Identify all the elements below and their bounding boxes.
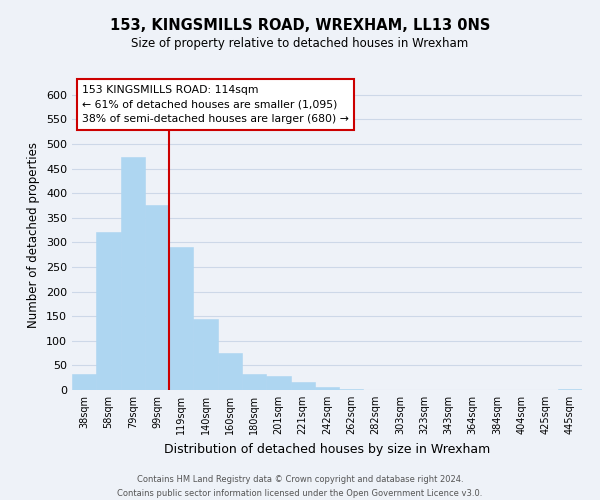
Text: Size of property relative to detached houses in Wrexham: Size of property relative to detached ho… bbox=[131, 38, 469, 51]
Bar bbox=[145, 206, 169, 390]
Text: 153, KINGSMILLS ROAD, WREXHAM, LL13 0NS: 153, KINGSMILLS ROAD, WREXHAM, LL13 0NS bbox=[110, 18, 490, 32]
Bar bbox=[290, 382, 315, 390]
Bar bbox=[169, 247, 193, 390]
Bar bbox=[218, 353, 242, 390]
Bar bbox=[193, 319, 218, 390]
Bar bbox=[242, 374, 266, 390]
Bar bbox=[96, 232, 121, 390]
Text: 153 KINGSMILLS ROAD: 114sqm
← 61% of detached houses are smaller (1,095)
38% of : 153 KINGSMILLS ROAD: 114sqm ← 61% of det… bbox=[82, 84, 349, 124]
Bar bbox=[121, 157, 145, 390]
Bar bbox=[72, 374, 96, 390]
Text: Contains HM Land Registry data © Crown copyright and database right 2024.
Contai: Contains HM Land Registry data © Crown c… bbox=[118, 476, 482, 498]
X-axis label: Distribution of detached houses by size in Wrexham: Distribution of detached houses by size … bbox=[164, 442, 490, 456]
Bar bbox=[339, 389, 364, 390]
Bar bbox=[558, 388, 582, 390]
Bar bbox=[315, 386, 339, 390]
Bar bbox=[266, 376, 290, 390]
Y-axis label: Number of detached properties: Number of detached properties bbox=[28, 142, 40, 328]
